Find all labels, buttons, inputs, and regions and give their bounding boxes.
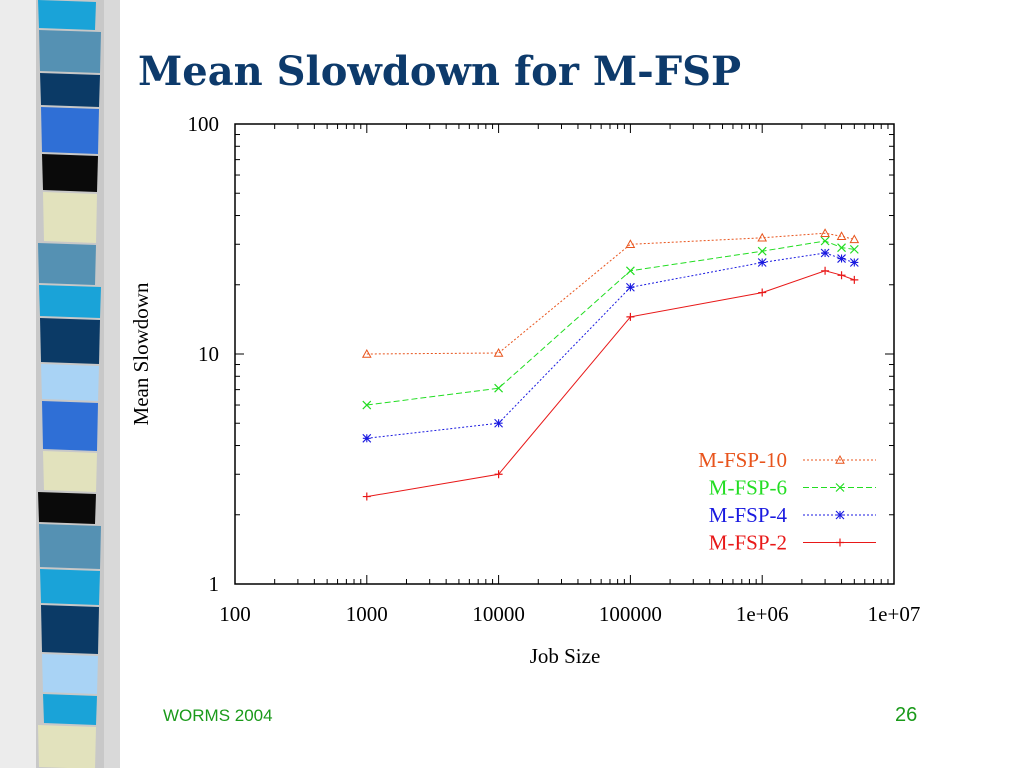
stripe-block xyxy=(39,30,101,73)
data-point-m-fsp-2 xyxy=(626,312,635,321)
data-point-m-fsp-2 xyxy=(821,266,830,275)
x-tick-label: 100000 xyxy=(599,602,662,626)
data-point-m-fsp-2 xyxy=(837,271,846,280)
data-point-m-fsp-4 xyxy=(362,433,372,443)
data-point-m-fsp-10 xyxy=(493,347,504,357)
stripe-block xyxy=(40,569,100,605)
data-point-m-fsp-6 xyxy=(837,243,846,253)
data-point-m-fsp-6 xyxy=(625,266,635,276)
y-tick-label: 100 xyxy=(188,112,220,136)
data-point-m-fsp-2 xyxy=(850,275,859,284)
data-point-m-fsp-4 xyxy=(837,254,846,263)
stripe-block xyxy=(43,694,97,725)
legend-label: M-FSP-6 xyxy=(709,476,787,500)
x-tick-label: 1e+06 xyxy=(736,602,789,626)
stripe-block xyxy=(39,285,101,318)
legend-swatch-marker xyxy=(835,483,845,492)
data-point-m-fsp-10 xyxy=(361,348,372,358)
stripe-block xyxy=(42,401,98,451)
footer-conference: WORMS 2004 xyxy=(163,706,273,725)
data-point-m-fsp-6 xyxy=(362,400,372,410)
data-point-m-fsp-2 xyxy=(758,288,767,297)
data-point-m-fsp-6 xyxy=(820,236,830,246)
data-point-m-fsp-10 xyxy=(625,239,636,248)
data-point-m-fsp-2 xyxy=(494,470,503,479)
y-tick-label: 1 xyxy=(209,572,220,596)
legend-swatch-marker xyxy=(835,510,845,520)
stripe-block xyxy=(38,0,96,30)
x-tick-label: 1000 xyxy=(346,602,388,626)
stripe-block xyxy=(39,524,101,569)
legend-item-m-fsp-10: M-FSP-10 xyxy=(698,448,876,472)
stripe-block xyxy=(41,107,99,154)
stripe-block xyxy=(43,192,97,243)
data-point-m-fsp-4 xyxy=(849,258,859,267)
legend-item-m-fsp-6: M-FSP-6 xyxy=(709,476,876,500)
stripe-block xyxy=(43,451,97,492)
legend-label: M-FSP-4 xyxy=(709,503,788,527)
data-point-m-fsp-10 xyxy=(849,234,860,244)
legend-item-m-fsp-4: M-FSP-4 xyxy=(709,503,876,527)
legend-label: M-FSP-2 xyxy=(709,531,787,555)
x-tick-label: 100 xyxy=(219,602,251,626)
data-point-m-fsp-6 xyxy=(757,246,767,256)
series-line-m-fsp-6 xyxy=(366,240,855,406)
y-tick-label: 10 xyxy=(198,342,219,366)
series-line-m-fsp-4 xyxy=(366,252,855,439)
stripe-block xyxy=(41,605,99,654)
stripe-block xyxy=(40,73,100,107)
series-m-fsp-4 xyxy=(362,248,859,443)
legend-item-m-fsp-2: M-FSP-2 xyxy=(709,531,876,555)
data-point-m-fsp-4 xyxy=(757,258,767,267)
series-line-m-fsp-10 xyxy=(366,232,855,355)
stripe-block xyxy=(42,654,98,694)
stripe-block xyxy=(38,243,96,285)
data-point-m-fsp-2 xyxy=(362,492,371,501)
stripe-block xyxy=(40,318,100,364)
x-tick-label: 1e+07 xyxy=(868,602,921,626)
stripe-block xyxy=(38,725,96,768)
data-point-m-fsp-10 xyxy=(820,228,830,237)
data-point-m-fsp-6 xyxy=(849,244,859,254)
legend-swatch-marker xyxy=(835,454,845,464)
plot-frame xyxy=(234,123,895,585)
data-point-m-fsp-4 xyxy=(820,248,830,258)
series-m-fsp-6 xyxy=(362,236,859,410)
stripe-block xyxy=(38,492,96,524)
decorative-side-stripe xyxy=(0,0,120,768)
y-axis-label: Mean Slowdown xyxy=(129,282,153,425)
legend-swatch-marker xyxy=(836,538,844,547)
legend-label: M-FSP-10 xyxy=(698,448,787,472)
stripe-block xyxy=(41,364,99,401)
data-point-m-fsp-6 xyxy=(494,383,504,393)
x-axis-label: Job Size xyxy=(530,644,601,668)
data-point-m-fsp-4 xyxy=(494,418,503,428)
data-point-m-fsp-10 xyxy=(757,232,768,242)
slide-number: 26 xyxy=(895,704,918,726)
series-m-fsp-10 xyxy=(361,228,860,358)
data-point-m-fsp-10 xyxy=(836,231,847,240)
x-tick-label: 10000 xyxy=(472,602,525,626)
data-point-m-fsp-4 xyxy=(626,282,635,292)
stripe-block xyxy=(42,154,98,192)
slide-title: Mean Slowdown for M-FSP xyxy=(138,48,742,95)
series-m-fsp-2 xyxy=(362,266,859,501)
